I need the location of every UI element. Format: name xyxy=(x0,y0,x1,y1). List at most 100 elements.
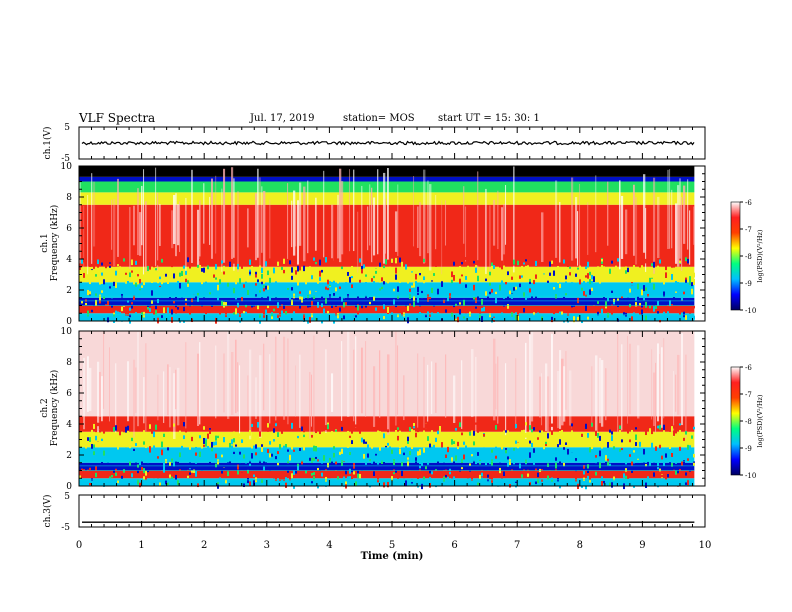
spectrogram-streak xyxy=(677,354,680,415)
spectrogram-speckle xyxy=(225,435,227,442)
spectrogram-band xyxy=(79,470,695,479)
spectrogram-speckle xyxy=(463,316,465,319)
spectrogram-speckle xyxy=(589,283,591,287)
spectrogram-streak xyxy=(103,331,105,409)
spectrogram-streak xyxy=(137,332,140,427)
spectrogram-speckle xyxy=(521,453,523,459)
spectrogram-speckle xyxy=(403,463,405,467)
spectrogram-speckle xyxy=(171,476,173,479)
spectrogram-speckle xyxy=(393,459,395,466)
spectrogram-speckle xyxy=(375,438,377,442)
spectrogram-band xyxy=(79,478,695,486)
ch1-ytick-label: -5 xyxy=(61,154,70,164)
spectrogram-speckle xyxy=(115,457,117,462)
spectrogram-speckle xyxy=(681,474,683,478)
spectrogram-speckle xyxy=(121,301,123,306)
spectrogram-speckle xyxy=(567,423,569,427)
spectrogram-speckle xyxy=(575,468,577,472)
spectrogram-streak xyxy=(157,192,159,271)
spectrogram-speckle xyxy=(511,479,513,486)
spectrogram-speckle xyxy=(423,427,425,432)
spectrogram-speckle xyxy=(333,452,335,458)
spectrogram-speckle xyxy=(109,478,111,484)
ytick-label: 6 xyxy=(66,389,72,399)
spectrogram-speckle xyxy=(573,269,575,274)
spectrogram-speckle xyxy=(559,482,561,489)
spectrogram-speckle xyxy=(431,276,433,281)
spectrogram-speckle xyxy=(601,480,603,487)
spectrogram-speckle xyxy=(611,260,613,264)
spectrogram-speckle xyxy=(325,482,327,487)
spectrogram-speckle xyxy=(569,314,571,317)
spectrogram-speckle xyxy=(647,278,649,281)
spectrogram-speckle xyxy=(173,300,175,304)
spectrogram-speckle xyxy=(127,472,129,478)
spectrogram-speckle xyxy=(507,448,509,453)
spectrogram-streak xyxy=(675,374,677,412)
spectrogram-speckle xyxy=(679,446,681,451)
spectrogram-speckle xyxy=(259,313,261,318)
spectrogram-speckle xyxy=(185,278,187,283)
spectrogram-speckle xyxy=(667,471,669,474)
spectrogram-speckle xyxy=(329,281,331,285)
spectrogram-speckle xyxy=(91,309,93,313)
spectrogram-speckle xyxy=(167,453,169,457)
spectrogram-speckle xyxy=(667,311,669,318)
spectrogram-speckle xyxy=(657,467,659,470)
spectrogram-speckle xyxy=(495,316,497,320)
spectrogram-speckle xyxy=(493,422,495,427)
spectrogram-speckle xyxy=(345,284,347,290)
ytick-label: 4 xyxy=(66,255,72,265)
start-time-label: start UT = 15: 30: 1 xyxy=(438,113,540,124)
spectrogram-speckle xyxy=(307,447,309,453)
spectrogram-speckle xyxy=(455,303,457,306)
spectrogram-speckle xyxy=(141,267,143,273)
spectrogram-speckle xyxy=(525,294,527,300)
spectrogram-speckle xyxy=(171,450,173,457)
spectrogram-speckle xyxy=(417,474,419,479)
spectrogram-speckle xyxy=(337,283,339,287)
spectrogram-speckle xyxy=(469,431,471,436)
spectrogram-speckle xyxy=(323,271,325,277)
spectrogram-speckle xyxy=(401,462,403,467)
spectrogram-speckle xyxy=(443,285,445,292)
spectrogram-speckle xyxy=(445,450,447,455)
spectrogram-speckle xyxy=(315,428,317,434)
spectrogram-speckle xyxy=(233,287,235,294)
spectrogram-speckle xyxy=(693,462,695,466)
spectrogram-speckle xyxy=(291,454,293,460)
spectrogram-speckle xyxy=(213,274,215,278)
spectrogram-speckle xyxy=(551,423,553,427)
spectrogram-speckle xyxy=(647,423,649,427)
spectrogram-streak xyxy=(505,363,507,436)
spectrogram-speckle xyxy=(609,463,611,466)
spectrogram-speckle xyxy=(175,448,177,454)
spectrogram-speckle xyxy=(533,290,535,295)
spectrogram-speckle xyxy=(161,293,163,298)
spectrogram-speckle xyxy=(461,458,463,465)
spectrogram-speckle xyxy=(109,456,111,461)
spectrogram-speckle xyxy=(167,482,169,486)
spectrogram-speckle xyxy=(335,308,337,313)
spectrogram-speckle xyxy=(563,454,565,459)
spectrogram-speckle xyxy=(393,291,395,294)
spectrogram-streak xyxy=(115,363,117,433)
spectrogram-speckle xyxy=(107,454,109,458)
ytick-label: 10 xyxy=(61,162,73,172)
spectrogram-speckle xyxy=(291,422,293,429)
spectrogram-speckle xyxy=(119,466,121,469)
spectrogram-speckle xyxy=(205,310,207,315)
spectrogram-speckle xyxy=(279,270,281,273)
ytick-label: 8 xyxy=(66,358,72,368)
spectrogram-speckle xyxy=(225,479,227,484)
spectrogram-speckle xyxy=(213,451,215,456)
spectrogram-speckle xyxy=(467,260,469,265)
spectrogram-speckle xyxy=(297,307,299,310)
spectrogram-speckle xyxy=(671,273,673,280)
spectrogram-speckle xyxy=(415,289,417,293)
spectrogram-speckle xyxy=(519,452,521,457)
spectrogram-speckle xyxy=(459,302,461,305)
spectrogram-speckle xyxy=(395,430,397,436)
spectrogram-speckle xyxy=(257,279,259,285)
spectrogram-speckle xyxy=(631,316,633,321)
